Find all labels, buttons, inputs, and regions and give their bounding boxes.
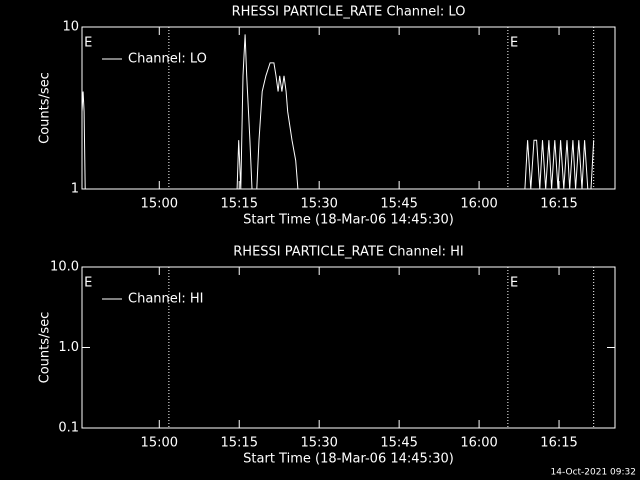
event-marker: E [84, 276, 92, 291]
x-tick-label: 15:45 [380, 197, 417, 212]
legend-label: Channel: LO [128, 52, 207, 67]
x-tick-label: 15:15 [221, 436, 258, 451]
y-tick-label: 0.1 [58, 421, 79, 436]
x-tick-label: 16:00 [460, 197, 497, 212]
y-tick-label: 1 [71, 182, 79, 197]
x-axis-label: Start Time (18-Mar-06 14:45:30) [243, 452, 454, 467]
event-marker: E [510, 276, 518, 291]
x-tick-label: 15:30 [300, 436, 337, 451]
x-tick-label: 15:00 [141, 436, 178, 451]
x-tick-label: 15:00 [141, 197, 178, 212]
x-tick-label: 16:00 [460, 436, 497, 451]
chart-title: RHESSI PARTICLE_RATE Channel: LO [232, 5, 466, 20]
y-tick-label: 10 [62, 20, 79, 35]
event-marker: E [84, 36, 92, 51]
y-tick-label: 1.0 [58, 340, 79, 355]
y-axis-label: Counts/sec [38, 312, 53, 384]
x-tick-label: 15:15 [221, 197, 258, 212]
event-marker: E [510, 36, 518, 51]
x-tick-label: 15:30 [300, 197, 337, 212]
y-axis-label: Counts/sec [38, 72, 53, 144]
x-tick-label: 16:15 [540, 436, 577, 451]
y-tick-label: 10.0 [50, 260, 79, 275]
x-tick-label: 16:15 [540, 197, 577, 212]
x-axis-label: Start Time (18-Mar-06 14:45:30) [243, 213, 454, 228]
chart-title: RHESSI PARTICLE_RATE Channel: HI [233, 245, 463, 260]
footer: 14-Oct-2021 09:32 [551, 468, 636, 478]
legend-label: Channel: HI [128, 292, 204, 307]
data-line [81, 34, 595, 190]
x-tick-label: 15:45 [380, 436, 417, 451]
